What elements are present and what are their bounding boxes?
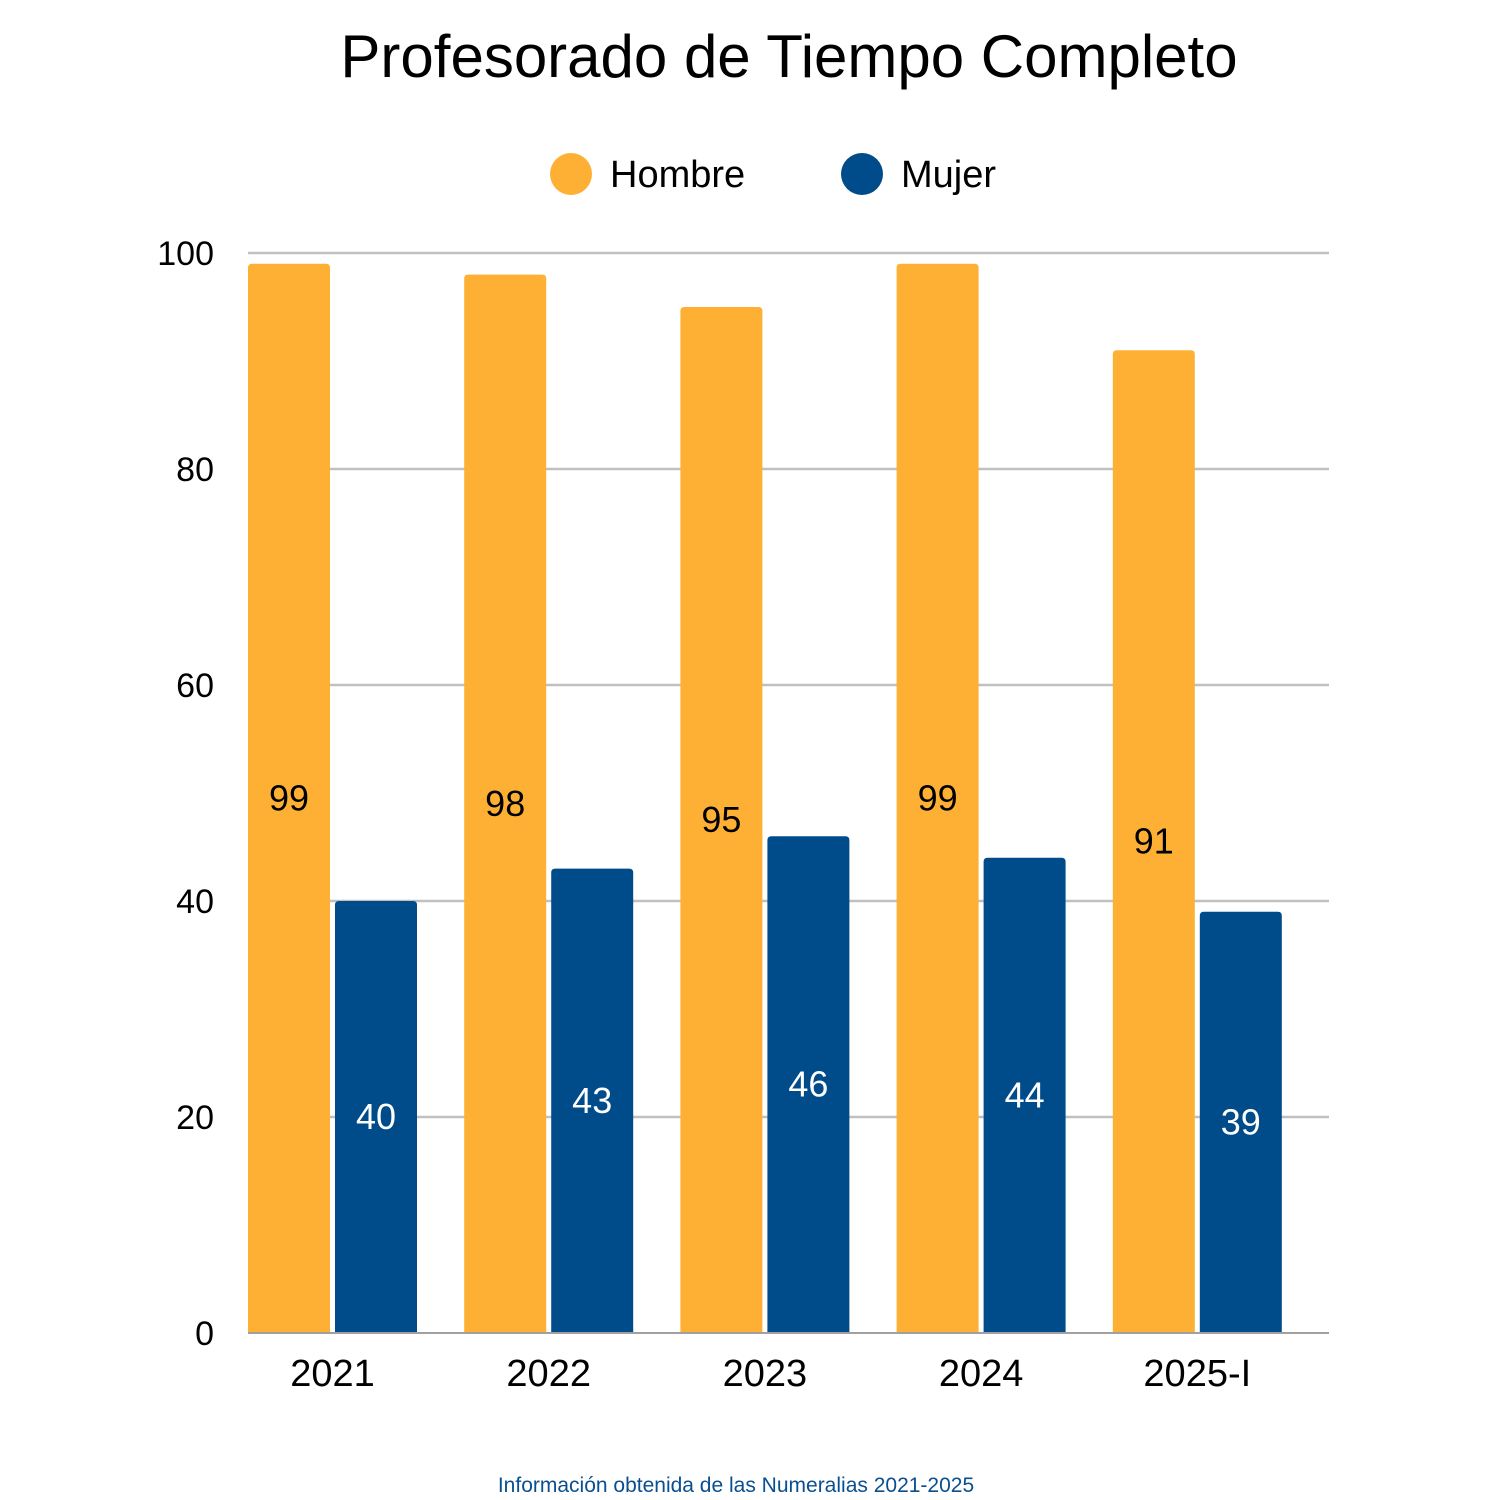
y-tick-label: 80 bbox=[176, 451, 214, 489]
x-tick-label: 2024 bbox=[939, 1353, 1024, 1395]
axis-layer: 0 20 40 60 80 100 2021 2022 2023 2024 2025-I bbox=[157, 235, 1329, 1395]
data-label: 91 bbox=[1134, 821, 1174, 862]
bar bbox=[896, 263, 979, 1333]
data-label: 40 bbox=[356, 1096, 396, 1137]
legend-label: Hombre bbox=[610, 154, 745, 196]
bar bbox=[248, 263, 330, 1333]
x-tick-label: 2021 bbox=[290, 1353, 375, 1395]
data-label: 99 bbox=[269, 777, 309, 818]
bar bbox=[551, 868, 634, 1333]
legend: Hombre Mujer bbox=[550, 153, 996, 196]
x-tick-label: 2023 bbox=[723, 1353, 808, 1395]
bar-layer: 99 40 98 43 95 46 99 44 91 39 bbox=[248, 263, 1282, 1334]
chart-title: Profesorado de Tiempo Completo bbox=[340, 23, 1238, 90]
y-tick-label: 40 bbox=[176, 883, 214, 921]
legend-label: Mujer bbox=[901, 154, 996, 196]
bar bbox=[983, 857, 1066, 1333]
y-tick-label: 60 bbox=[176, 667, 214, 705]
data-label: 46 bbox=[788, 1064, 828, 1105]
y-tick-label: 20 bbox=[176, 1099, 214, 1137]
x-tick-label: 2025-I bbox=[1143, 1353, 1251, 1395]
data-label: 39 bbox=[1221, 1101, 1261, 1142]
y-tick-label: 100 bbox=[157, 235, 214, 273]
bar bbox=[1199, 911, 1282, 1333]
y-tick-label: 0 bbox=[195, 1315, 214, 1353]
source-note: Información obtenida de las Numeralias 2… bbox=[497, 1474, 975, 1497]
data-label: 43 bbox=[572, 1080, 612, 1121]
data-label: 44 bbox=[1005, 1074, 1045, 1115]
data-label: 99 bbox=[918, 777, 958, 818]
data-label: 95 bbox=[701, 799, 741, 840]
data-label: 98 bbox=[485, 783, 525, 824]
bar bbox=[767, 836, 850, 1333]
bar bbox=[464, 274, 547, 1334]
bar bbox=[1112, 350, 1195, 1333]
legend-marker bbox=[841, 153, 883, 195]
legend-marker bbox=[550, 153, 592, 195]
bar bbox=[680, 307, 763, 1333]
x-tick-label: 2022 bbox=[506, 1353, 591, 1395]
bar bbox=[335, 901, 417, 1333]
